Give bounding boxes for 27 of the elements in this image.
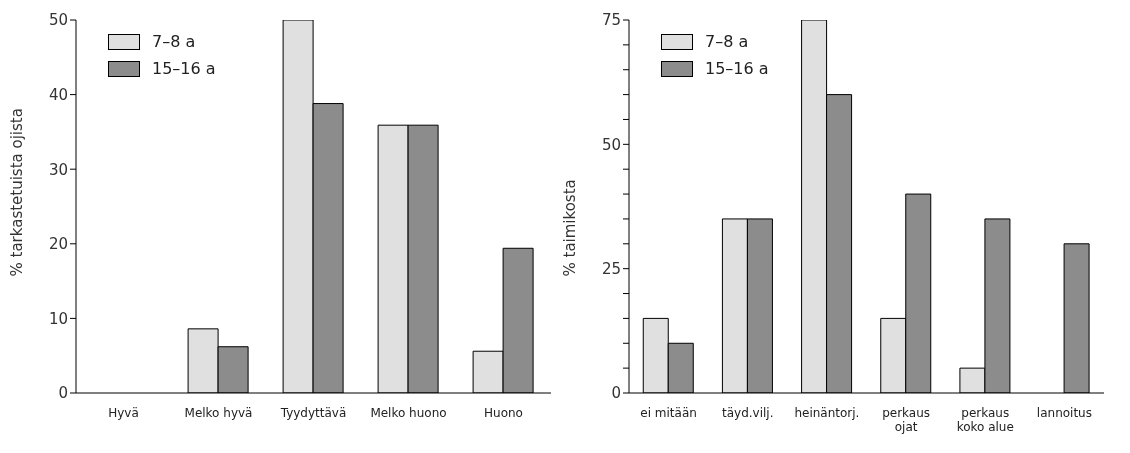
y-tick-label: 0	[611, 384, 621, 403]
x-tick-label: lannoitus	[1036, 406, 1092, 420]
y-tick-label: 25	[601, 259, 621, 278]
y-tick-label: 40	[48, 85, 68, 104]
x-tick-label: täyd.vilj.	[721, 406, 774, 420]
legend-label: 7–8 a	[705, 32, 749, 51]
legend-label: 7–8 a	[152, 32, 196, 51]
y-tick-label: 10	[48, 309, 68, 328]
y-axis-title: % taimikosta	[561, 179, 580, 277]
y-tick-label: 30	[48, 160, 68, 179]
y-tick-label: 50	[601, 135, 621, 154]
x-tick-label: ei mitään	[640, 406, 697, 420]
y-axis-title: % tarkastetuista ojista	[8, 108, 27, 277]
y-tick-label: 20	[48, 235, 68, 254]
x-tick-label: perkaus koko alue	[956, 406, 1014, 434]
x-tick-label: heinäntorj.	[794, 406, 860, 420]
legend-label: 15–16 a	[152, 59, 216, 78]
legend-label: 15–16 a	[705, 59, 769, 78]
y-tick-label: 50	[48, 11, 68, 30]
x-tick-label: Tyydyttävä	[279, 406, 347, 420]
x-tick-label: Hyvä	[108, 406, 139, 420]
x-tick-label: Huono	[484, 406, 523, 420]
x-tick-label: Melko hyvä	[184, 406, 253, 420]
x-tick-label: perkaus ojat	[882, 406, 931, 434]
y-tick-label: 75	[601, 11, 621, 30]
x-tick-label: Melko huono	[370, 406, 447, 420]
y-tick-label: 0	[58, 384, 68, 403]
